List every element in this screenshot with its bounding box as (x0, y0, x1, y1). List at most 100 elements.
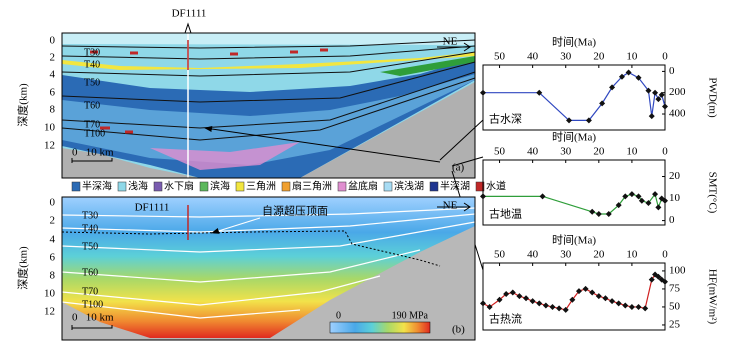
well-label: DF1111 (172, 8, 207, 20)
depth-label: 深度(km) (16, 83, 30, 127)
legend-swatch (235, 181, 245, 192)
x-tick-label: 0 (662, 249, 668, 261)
point (589, 208, 596, 215)
x-tick-label: 50 (494, 249, 506, 261)
x-tick-label: 40 (527, 146, 539, 158)
point (635, 74, 642, 81)
x-tick-label: 30 (560, 249, 572, 261)
point (652, 89, 659, 96)
depth-tick: 4 (50, 234, 56, 246)
plot-frame (482, 64, 666, 131)
point (556, 305, 563, 312)
annotation: 古地温 (489, 208, 522, 221)
x-tick-label: 30 (560, 51, 572, 63)
x-axis-label: 时间(Ma) (552, 234, 596, 247)
plot-frame (482, 262, 666, 331)
x-tick-label: 0 (662, 146, 668, 158)
depth-tick: 2 (50, 215, 56, 227)
horizon: T30 (82, 210, 98, 221)
x-tick-label: 50 (494, 51, 506, 63)
legend-swatch (337, 181, 347, 192)
point (562, 306, 569, 313)
horizon: T70 (82, 286, 98, 297)
overpressure-label: 自源超压顶面 (262, 204, 328, 218)
horizon: T100 (84, 128, 105, 139)
point (658, 91, 665, 98)
point (645, 87, 652, 94)
point (622, 302, 629, 309)
point (662, 197, 668, 204)
point (622, 193, 629, 200)
x-tick-label: 10 (626, 146, 638, 158)
depth-tick: 10 (44, 288, 56, 300)
y-tick-label: 10 (669, 192, 681, 204)
y-axis-label: SMT(°C) (706, 172, 718, 214)
point (618, 73, 625, 80)
horizon: T100 (82, 299, 103, 310)
legend-swatch (281, 181, 291, 192)
panel-label: (b) (452, 324, 465, 336)
y-tick-label: 0 (669, 65, 675, 77)
horizon: T70 (84, 119, 100, 130)
direction: NE (443, 200, 458, 212)
point (509, 289, 516, 296)
legend-swatch (153, 181, 163, 192)
point (602, 295, 609, 302)
point (615, 202, 622, 209)
depth-tick: 6 (50, 87, 56, 99)
x-tick-label: 10 (626, 249, 638, 261)
depth-tick: 8 (50, 270, 56, 282)
y-tick-label: 400 (669, 108, 686, 120)
legend-label: 滨浅湖 (394, 179, 424, 192)
point (615, 300, 622, 307)
legend-swatch (199, 181, 209, 192)
x-axis-label: 时间(Ma) (552, 131, 596, 144)
point (638, 197, 645, 204)
legend-swatch (429, 181, 439, 192)
colorbar-min: 0 (336, 310, 341, 321)
point (480, 300, 486, 307)
point (536, 300, 543, 307)
point (480, 193, 486, 200)
depth-tick: 0 (50, 35, 56, 47)
point (609, 84, 616, 91)
horizon: T60 (84, 100, 100, 111)
x-tick-label: 0 (662, 51, 668, 63)
point (635, 303, 642, 310)
point (480, 89, 486, 96)
point (662, 103, 668, 110)
point (599, 100, 606, 107)
x-tick-label: 50 (494, 146, 506, 158)
legend-label: 水下扇 (164, 179, 194, 192)
x-tick-label: 40 (527, 249, 539, 261)
point (503, 290, 510, 297)
horizon: T40 (84, 59, 100, 70)
x-tick-label: 40 (527, 51, 539, 63)
depth-tick: 4 (50, 69, 56, 81)
horizon: T60 (82, 267, 98, 278)
legend-label: 半深海 (82, 179, 112, 192)
depth-tick: 2 (50, 52, 56, 64)
scale-bar: 0 10 km (72, 147, 114, 159)
point (648, 276, 655, 283)
legend-label: 盆底扇 (348, 179, 378, 192)
legend-swatch (383, 181, 393, 192)
point (536, 89, 543, 96)
y-axis-label: HF(mW/m²) (706, 269, 718, 325)
depth-tick: 12 (44, 306, 55, 318)
legend-swatch (475, 181, 485, 192)
colorbar-max: 190 MPa (392, 310, 429, 321)
point (605, 210, 612, 217)
depth-tick: 10 (44, 122, 56, 134)
depth-tick: 12 (44, 140, 55, 152)
y-tick-label: 25 (669, 318, 681, 330)
horizon: T30 (84, 47, 100, 58)
point (645, 199, 652, 206)
x-axis-label: 时间(Ma) (552, 36, 596, 49)
point (549, 303, 556, 310)
legend-label: 半深湖 (440, 179, 470, 192)
horizon: T50 (82, 241, 98, 252)
point (595, 210, 602, 217)
point (655, 273, 662, 280)
